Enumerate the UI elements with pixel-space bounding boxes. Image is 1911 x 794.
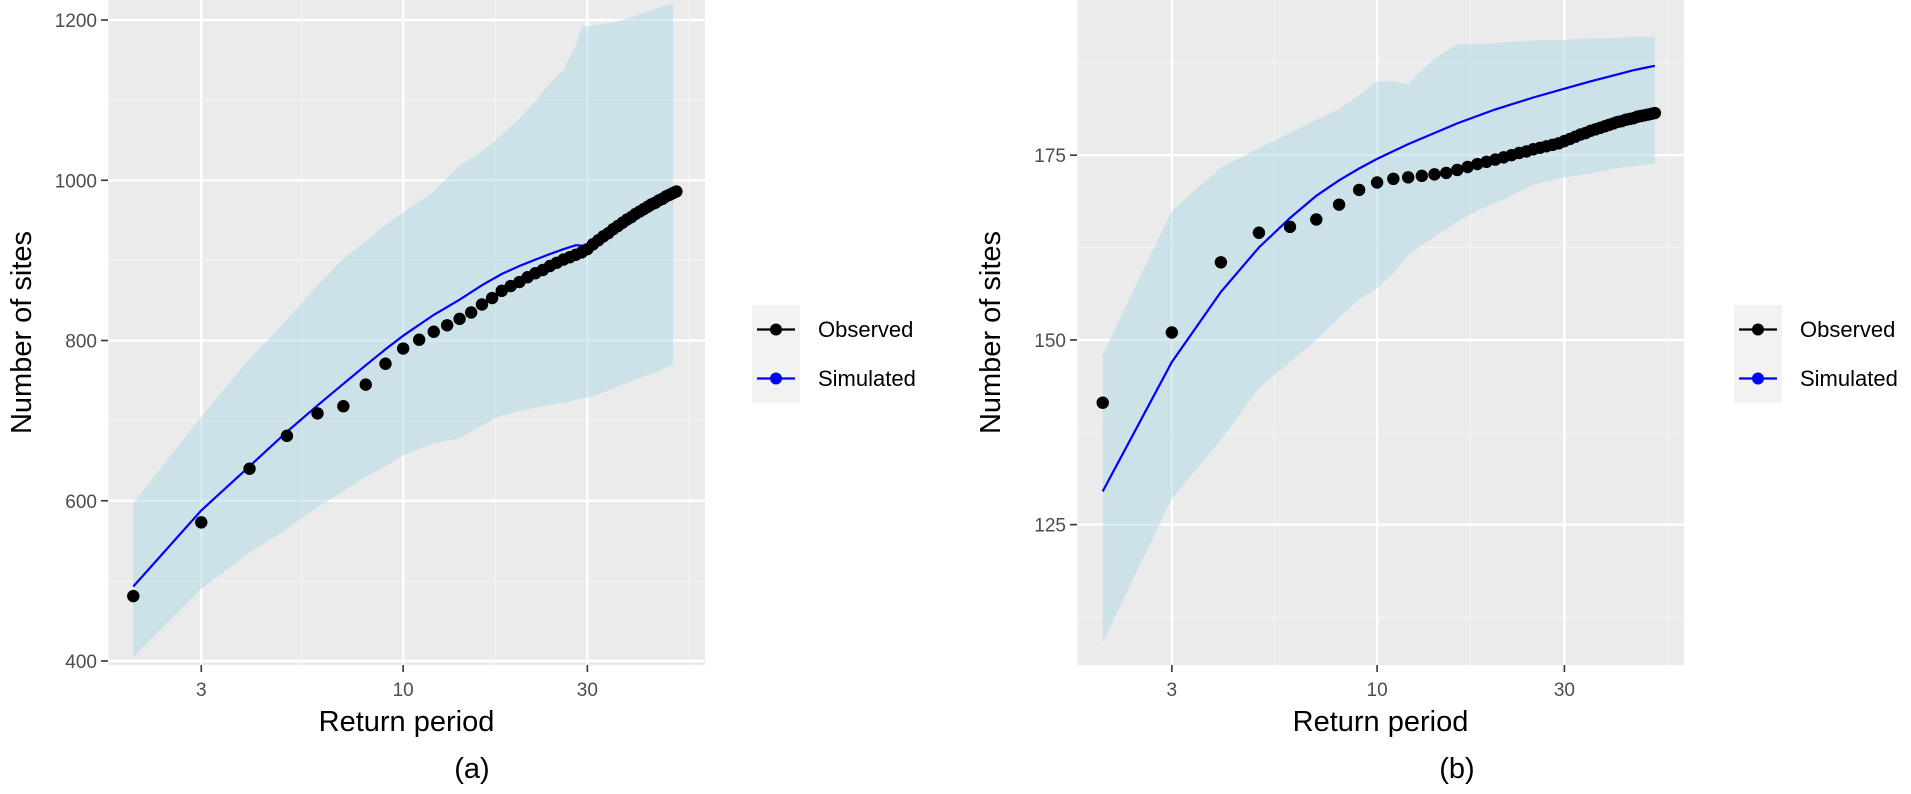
x-tick-label: 10: [393, 680, 414, 701]
observed-point: [440, 319, 454, 332]
observed-point: [1165, 326, 1179, 339]
observed-point: [379, 357, 392, 370]
legend: Observed Simulated: [1734, 305, 1898, 403]
y-tick-label: 400: [65, 652, 97, 673]
legend-label: Observed: [818, 317, 913, 342]
observed-point: [337, 400, 350, 413]
observed-point: [1283, 220, 1297, 234]
observed-point: [1440, 166, 1453, 180]
y-tick-label: 125: [1034, 516, 1066, 537]
panel-caption: (a): [454, 753, 489, 785]
observed-point: [453, 312, 466, 326]
legend-key-point: [1752, 372, 1764, 385]
panel-caption: (b): [1439, 753, 1474, 785]
observed-point: [670, 185, 683, 198]
panel-a: 400 600 800 1000 1200 3 10 30 Return period Num…: [6, 0, 916, 785]
observed-point: [311, 407, 324, 420]
y-tick-label: 800: [65, 332, 97, 353]
observed-point: [1451, 163, 1464, 177]
x-axis-title: Return period: [1293, 706, 1469, 738]
observed-point: [1214, 256, 1228, 269]
panel-b: 125 150 175 3 10 30 Return period Number of s…: [975, 0, 1898, 785]
x-tick-label: 30: [1554, 680, 1575, 701]
legend-label: Observed: [1800, 317, 1895, 342]
legend-key-point: [1752, 323, 1764, 336]
observed-point: [1310, 213, 1323, 226]
x-tick-label: 10: [1367, 680, 1388, 701]
y-tick-label: 1000: [55, 171, 97, 192]
y-axis-title: Number of sites: [975, 231, 1007, 434]
observed-point: [359, 378, 372, 391]
observed-point: [396, 342, 410, 355]
confidence-band: [1102, 36, 1655, 643]
y-tick-label: 1200: [55, 11, 97, 32]
observed-points: [1096, 106, 1662, 409]
legend-label: Simulated: [1800, 366, 1898, 391]
axis-ticks: 400 600 800 1000 1200 3 10 30: [55, 11, 598, 701]
y-tick-label: 150: [1034, 331, 1066, 352]
observed-point: [1252, 226, 1266, 239]
observed-point: [1332, 198, 1346, 211]
observed-point: [243, 462, 256, 475]
observed-point: [464, 306, 478, 319]
legend-key-point: [770, 323, 782, 336]
x-tick-label: 3: [196, 680, 207, 701]
simulated-line: [1101, 64, 1656, 492]
observed-point: [280, 429, 294, 443]
observed-point: [495, 284, 508, 298]
observed-point: [1387, 172, 1400, 186]
legend: Observed Simulated: [752, 305, 916, 403]
legend-label: Simulated: [818, 366, 916, 391]
observed-point: [127, 589, 140, 603]
observed-points: [127, 185, 683, 603]
observed-point: [1352, 183, 1366, 197]
observed-point: [1370, 176, 1384, 189]
observed-point: [1401, 171, 1415, 184]
y-tick-label: 175: [1034, 146, 1066, 167]
observed-point: [412, 333, 426, 346]
observed-point: [1096, 396, 1109, 409]
x-tick-label: 30: [577, 680, 598, 701]
confidence-band: [133, 4, 674, 657]
observed-point: [475, 298, 489, 311]
observed-point: [1428, 168, 1441, 181]
y-tick-label: 600: [65, 492, 97, 513]
legend-key-point: [770, 372, 782, 385]
observed-point: [1415, 169, 1429, 183]
observed-point: [1648, 106, 1662, 120]
observed-point: [1461, 160, 1474, 174]
y-axis-title: Number of sites: [6, 231, 38, 434]
observed-point: [195, 516, 208, 529]
x-axis-title: Return period: [319, 706, 495, 738]
observed-point: [427, 325, 440, 338]
x-tick-label: 3: [1167, 680, 1178, 701]
observed-point: [485, 291, 499, 305]
axis-ticks: 125 150 175 3 10 30: [1034, 146, 1575, 701]
